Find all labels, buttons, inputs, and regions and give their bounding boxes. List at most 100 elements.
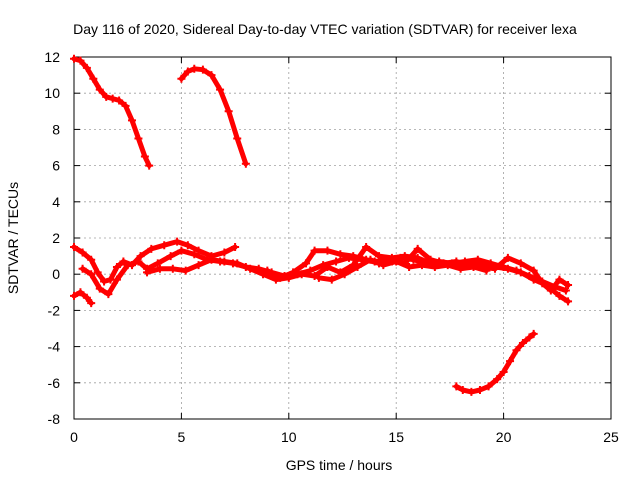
data-point bbox=[76, 288, 85, 297]
data-point bbox=[241, 159, 250, 168]
data-point bbox=[70, 291, 78, 300]
data-point bbox=[70, 54, 78, 63]
data-point bbox=[220, 248, 229, 257]
data-point bbox=[323, 262, 332, 271]
y-tick-label: 2 bbox=[52, 230, 60, 246]
y-tick-label: 0 bbox=[52, 266, 60, 282]
data-point bbox=[147, 244, 156, 253]
data-point bbox=[76, 56, 85, 65]
data-point bbox=[327, 275, 336, 284]
data-point bbox=[564, 297, 573, 306]
data-point bbox=[95, 284, 104, 293]
x-tick-label: 25 bbox=[603, 429, 619, 445]
data-point bbox=[134, 257, 143, 266]
data-point bbox=[119, 257, 128, 266]
x-axis-label: GPS time / hours bbox=[286, 457, 393, 473]
series-line bbox=[71, 289, 94, 306]
data-point bbox=[405, 262, 414, 271]
data-point bbox=[246, 264, 255, 273]
y-tick-label: -8 bbox=[48, 411, 61, 427]
data-point bbox=[145, 161, 154, 170]
data-point bbox=[82, 63, 91, 72]
data-point bbox=[362, 243, 371, 252]
data-point bbox=[207, 71, 216, 80]
y-tick-label: 8 bbox=[52, 121, 60, 137]
data-point bbox=[194, 261, 203, 270]
data-point bbox=[233, 259, 242, 268]
data-point bbox=[87, 270, 96, 279]
data-point bbox=[183, 241, 192, 250]
data-point bbox=[349, 252, 358, 261]
data-point bbox=[564, 281, 573, 290]
y-tick-label: -2 bbox=[48, 302, 61, 318]
x-tick-label: 15 bbox=[388, 429, 404, 445]
data-point bbox=[400, 252, 409, 261]
data-point bbox=[542, 281, 551, 290]
series-track-1 bbox=[70, 54, 154, 170]
data-point bbox=[177, 246, 186, 255]
data-point bbox=[134, 134, 143, 143]
series-track-8 bbox=[314, 255, 491, 284]
data-point bbox=[168, 264, 177, 273]
y-tick-label: 12 bbox=[44, 49, 60, 65]
data-point bbox=[123, 261, 132, 270]
series-track-2 bbox=[177, 64, 250, 168]
data-point bbox=[108, 94, 117, 103]
data-point bbox=[87, 255, 96, 264]
data-point bbox=[529, 329, 538, 338]
x-tick-label: 20 bbox=[496, 429, 512, 445]
y-tick-label: -4 bbox=[48, 339, 61, 355]
data-point bbox=[143, 268, 152, 277]
data-point bbox=[259, 270, 268, 279]
data-point bbox=[297, 270, 306, 279]
data-point bbox=[140, 152, 149, 161]
data-point bbox=[555, 291, 564, 300]
data-point bbox=[181, 266, 190, 275]
data-point bbox=[136, 252, 145, 261]
data-point bbox=[426, 255, 435, 264]
data-point bbox=[121, 101, 130, 110]
data-point bbox=[493, 375, 502, 384]
data-point bbox=[112, 275, 121, 284]
data-point bbox=[503, 253, 512, 262]
data-point bbox=[467, 387, 476, 396]
data-point bbox=[207, 255, 216, 264]
chart-title: Day 116 of 2020, Sidereal Day-to-day VTE… bbox=[73, 21, 577, 37]
y-tick-label: 6 bbox=[52, 158, 60, 174]
series-track-3 bbox=[70, 288, 96, 308]
data-point bbox=[102, 92, 111, 101]
data-point bbox=[413, 244, 422, 253]
series-track-9 bbox=[452, 329, 538, 396]
data-point bbox=[198, 65, 207, 74]
data-point bbox=[70, 243, 78, 252]
data-point bbox=[216, 85, 225, 94]
series-line bbox=[178, 66, 249, 167]
data-point bbox=[173, 237, 182, 246]
y-axis-label: SDTVAR / TECUs bbox=[5, 182, 21, 294]
data-point bbox=[491, 262, 500, 271]
data-point bbox=[112, 262, 121, 271]
data-point bbox=[95, 85, 104, 94]
data-point bbox=[525, 333, 534, 342]
data-point bbox=[190, 250, 199, 259]
series-line bbox=[71, 56, 152, 169]
data-point bbox=[413, 253, 422, 262]
data-point bbox=[456, 264, 465, 273]
data-point bbox=[314, 273, 323, 282]
data-point bbox=[417, 261, 426, 270]
data-point bbox=[366, 255, 375, 264]
data-point bbox=[516, 259, 525, 268]
data-point bbox=[323, 246, 332, 255]
data-point bbox=[166, 252, 175, 261]
data-point bbox=[153, 259, 162, 268]
axis-ticks: 0 5 10 15 20 25 -8 -6 -4 -2 0 2 4 6 8 10 12 bbox=[44, 49, 619, 445]
data-point bbox=[469, 262, 478, 271]
data-point bbox=[160, 241, 169, 250]
data-point bbox=[82, 293, 91, 302]
data-point bbox=[233, 134, 242, 143]
data-point bbox=[518, 338, 527, 347]
data-point bbox=[276, 273, 285, 282]
data-point bbox=[332, 257, 341, 266]
data-point bbox=[458, 386, 467, 395]
data-point bbox=[430, 262, 439, 271]
